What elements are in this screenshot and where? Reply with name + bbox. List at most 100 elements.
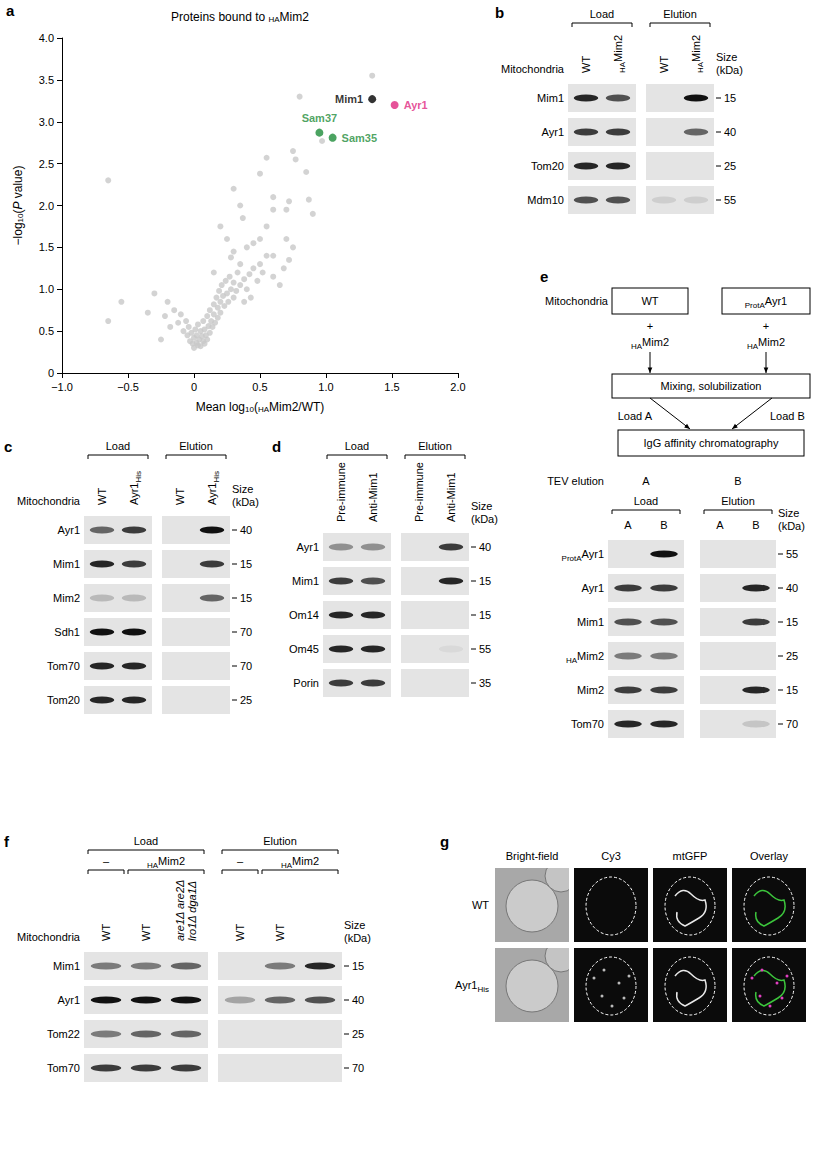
svg-text:WT: WT — [174, 488, 186, 505]
svg-text:Anti-Mim1: Anti-Mim1 — [367, 472, 379, 522]
svg-text:Mim1: Mim1 — [537, 92, 564, 104]
svg-text:0: 0 — [191, 381, 197, 393]
svg-text:HA: HA — [258, 405, 270, 414]
svg-text:Pre-immune: Pre-immune — [335, 462, 347, 522]
svg-text:WT: WT — [140, 924, 152, 941]
svg-text:1.0: 1.0 — [318, 381, 333, 393]
svg-text:IgG affinity chromatography: IgG affinity chromatography — [644, 437, 779, 449]
svg-text:Elution: Elution — [418, 440, 452, 452]
svg-text:Elution: Elution — [179, 440, 213, 452]
svg-text:Size: Size — [471, 500, 492, 512]
svg-text:Mim1: Mim1 — [577, 616, 604, 628]
svg-text:Tom70: Tom70 — [571, 718, 604, 730]
svg-text:–: – — [237, 855, 244, 867]
svg-text:70: 70 — [786, 718, 798, 730]
svg-text:Load: Load — [106, 440, 130, 452]
svg-text:Porin: Porin — [293, 677, 319, 689]
svg-text:g: g — [440, 833, 449, 850]
svg-text:Tom22: Tom22 — [47, 1028, 80, 1040]
svg-text:Mitochondria: Mitochondria — [501, 63, 565, 75]
svg-text:Load A: Load A — [618, 410, 653, 422]
svg-text:1.5: 1.5 — [39, 241, 54, 253]
svg-text:40: 40 — [240, 524, 252, 536]
svg-text:2.5: 2.5 — [39, 158, 54, 170]
svg-text:Tom20: Tom20 — [531, 160, 564, 172]
svg-text:HAMim2: HAMim2 — [147, 855, 185, 870]
svg-text:HAMim2: HAMim2 — [281, 855, 319, 870]
svg-text:Tom70: Tom70 — [47, 1062, 80, 1074]
svg-text:A: A — [716, 519, 724, 531]
svg-text:2.0: 2.0 — [450, 381, 465, 393]
svg-text:1.0: 1.0 — [39, 283, 54, 295]
svg-text:15: 15 — [786, 616, 798, 628]
svg-text:Tom20: Tom20 — [47, 694, 80, 706]
svg-text:Mim2: Mim2 — [280, 10, 310, 24]
svg-text:Anti-Mim1: Anti-Mim1 — [445, 472, 457, 522]
svg-text:+: + — [763, 320, 769, 332]
svg-text:ProtAAyr1: ProtAAyr1 — [745, 295, 787, 310]
svg-text:Ayr1: Ayr1 — [58, 994, 80, 1006]
svg-text:Mean log: Mean log — [196, 400, 245, 414]
svg-text:HAMim2: HAMim2 — [566, 650, 604, 665]
svg-text:35: 35 — [479, 677, 491, 689]
svg-text:Om14: Om14 — [289, 609, 319, 621]
svg-text:Load B: Load B — [770, 410, 805, 422]
svg-text:2.0: 2.0 — [39, 200, 54, 212]
svg-text:Load: Load — [134, 835, 158, 847]
svg-text:B: B — [734, 475, 741, 487]
svg-text:Elution: Elution — [263, 835, 297, 847]
svg-text:25: 25 — [240, 694, 252, 706]
svg-text:HAMim2: HAMim2 — [612, 35, 627, 73]
svg-text:Size: Size — [778, 507, 799, 519]
svg-text:WT: WT — [100, 924, 112, 941]
svg-text:15: 15 — [479, 575, 491, 587]
svg-text:−log: −log — [11, 222, 25, 245]
svg-text:Mim2: Mim2 — [577, 684, 604, 696]
svg-text:(kDa): (kDa) — [471, 513, 498, 525]
svg-text:Ayr1: Ayr1 — [58, 524, 80, 536]
svg-text:−0.5: −0.5 — [117, 381, 139, 393]
svg-text:55: 55 — [786, 548, 798, 560]
svg-text:1.5: 1.5 — [384, 381, 399, 393]
svg-text:are1Δ are2Δ: are1Δ are2Δ — [174, 880, 186, 941]
svg-text:Sam35: Sam35 — [342, 132, 377, 144]
svg-text:HAMim2: HAMim2 — [690, 35, 705, 73]
svg-text:f: f — [4, 833, 10, 850]
svg-text:Sam37: Sam37 — [302, 112, 337, 124]
svg-text:P: P — [11, 202, 25, 210]
svg-text:value): value) — [11, 166, 25, 202]
svg-text:0: 0 — [48, 367, 54, 379]
svg-text:Ayr1His: Ayr1His — [206, 471, 221, 505]
svg-text:Mitochondria: Mitochondria — [17, 931, 81, 943]
svg-text:Mim1: Mim1 — [335, 93, 363, 105]
svg-text:Ayr1: Ayr1 — [542, 126, 564, 138]
svg-text:Bright-field: Bright-field — [506, 850, 559, 862]
svg-text:70: 70 — [240, 626, 252, 638]
svg-text:ProtAAyr1: ProtAAyr1 — [562, 548, 604, 563]
svg-text:(kDa): (kDa) — [778, 520, 805, 532]
svg-text:40: 40 — [352, 994, 364, 1006]
svg-text:HA: HA — [268, 15, 280, 24]
svg-text:Ayr1His: Ayr1His — [455, 979, 489, 994]
svg-text:WT: WT — [96, 488, 108, 505]
svg-text:B: B — [752, 519, 759, 531]
svg-text:−1.0: −1.0 — [51, 381, 73, 393]
svg-text:Ayr1: Ayr1 — [582, 582, 604, 594]
svg-text:3.0: 3.0 — [39, 116, 54, 128]
svg-text:3.5: 3.5 — [39, 74, 54, 86]
svg-text:Tom70: Tom70 — [47, 660, 80, 672]
svg-text:Mim1: Mim1 — [53, 960, 80, 972]
svg-text:0.5: 0.5 — [39, 325, 54, 337]
svg-text:Mixing, solubilization: Mixing, solubilization — [661, 380, 762, 392]
svg-text:WT: WT — [234, 924, 246, 941]
svg-text:Mim2: Mim2 — [53, 592, 80, 604]
svg-text:Sdh1: Sdh1 — [54, 626, 80, 638]
svg-text:HAMim2: HAMim2 — [631, 336, 669, 351]
svg-text:Size: Size — [232, 483, 253, 495]
svg-text:Mim1: Mim1 — [53, 558, 80, 570]
svg-text:mtGFP: mtGFP — [673, 850, 708, 862]
svg-text:WT: WT — [658, 56, 670, 73]
svg-text:40: 40 — [724, 126, 736, 138]
svg-text:55: 55 — [479, 643, 491, 655]
svg-text:15: 15 — [352, 960, 364, 972]
